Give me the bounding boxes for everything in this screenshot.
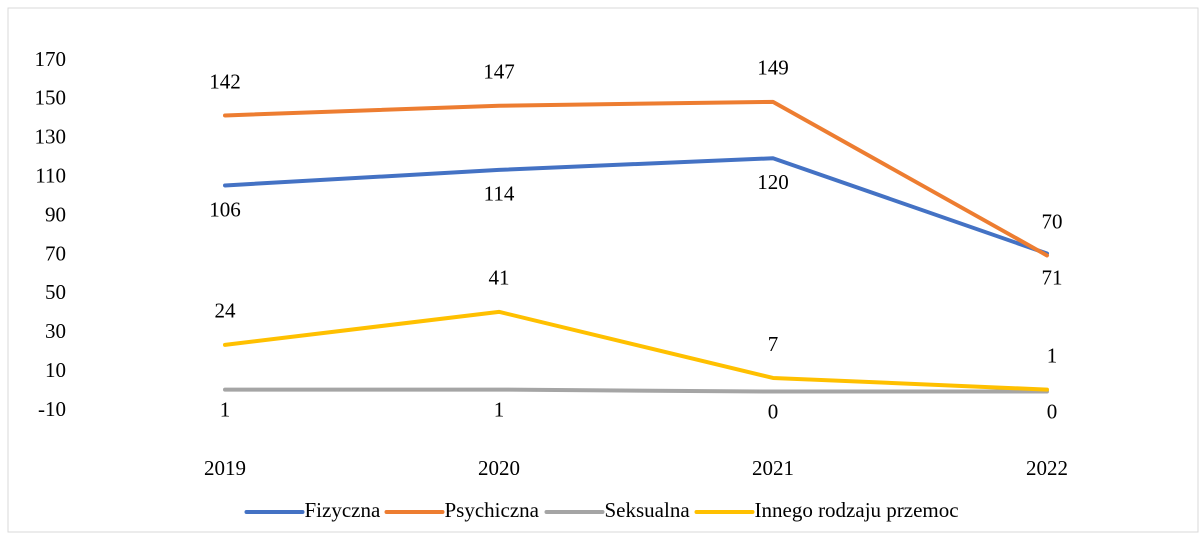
series-line bbox=[223, 156, 1049, 256]
y-tick-label: 10 bbox=[45, 358, 66, 382]
y-tick-label: 90 bbox=[45, 202, 66, 226]
x-tick-label: 2020 bbox=[478, 456, 520, 480]
legend-label: Seksualna bbox=[605, 498, 691, 522]
y-tick-label: 130 bbox=[35, 125, 67, 149]
data-label: 142 bbox=[209, 69, 241, 93]
data-label: 0 bbox=[1047, 399, 1058, 423]
data-label: 0 bbox=[768, 399, 779, 423]
data-label: 71 bbox=[1042, 265, 1063, 289]
legend-label: Fizyczna bbox=[305, 498, 381, 522]
data-label: 70 bbox=[1042, 209, 1063, 233]
data-label: 147 bbox=[483, 60, 515, 84]
series-line bbox=[223, 309, 1049, 392]
y-tick-label: -10 bbox=[38, 397, 66, 421]
data-label: 41 bbox=[489, 266, 510, 290]
y-tick-label: 30 bbox=[45, 319, 66, 343]
chart-frame bbox=[7, 7, 1199, 533]
data-label: 149 bbox=[757, 56, 789, 80]
y-tick-label: 150 bbox=[35, 86, 67, 110]
y-tick-label: 50 bbox=[45, 280, 66, 304]
data-label: 1 bbox=[494, 397, 505, 421]
y-tick-label: 70 bbox=[45, 241, 66, 265]
legend-label: Psychiczna bbox=[445, 498, 540, 522]
y-tick-label: 110 bbox=[35, 163, 66, 187]
data-label: 120 bbox=[757, 170, 789, 194]
y-tick-label: 170 bbox=[35, 47, 67, 71]
series-line bbox=[223, 99, 1049, 258]
x-tick-label: 2019 bbox=[204, 456, 246, 480]
data-label: 106 bbox=[209, 197, 241, 221]
legend-label: Innego rodzaju przemoc bbox=[755, 498, 959, 522]
data-label: 7 bbox=[768, 332, 779, 356]
series-line bbox=[223, 387, 1049, 394]
x-tick-label: 2022 bbox=[1026, 456, 1068, 480]
data-label: 1 bbox=[1047, 343, 1058, 367]
x-tick-label: 2021 bbox=[752, 456, 794, 480]
data-label: 24 bbox=[215, 299, 237, 323]
data-label: 1 bbox=[220, 397, 231, 421]
data-label: 114 bbox=[484, 182, 515, 206]
